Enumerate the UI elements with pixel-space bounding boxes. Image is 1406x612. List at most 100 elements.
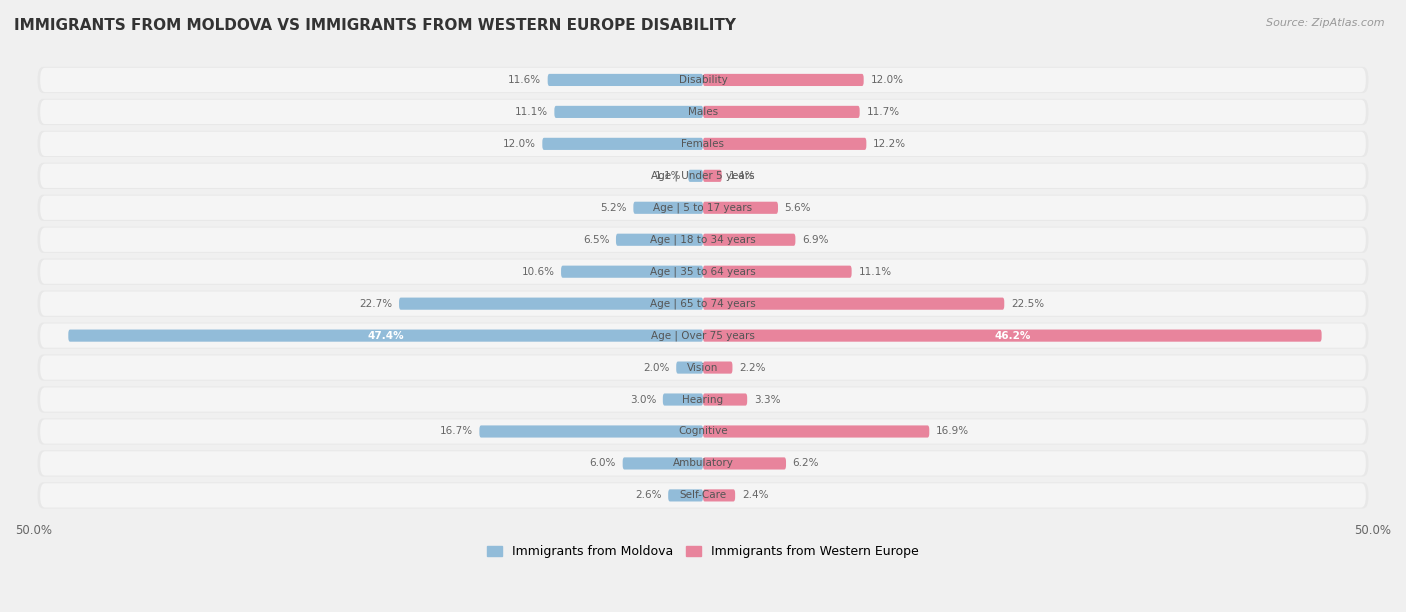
FancyBboxPatch shape — [38, 67, 1368, 93]
FancyBboxPatch shape — [689, 170, 703, 182]
FancyBboxPatch shape — [38, 450, 1368, 477]
Text: 5.2%: 5.2% — [600, 203, 627, 213]
FancyBboxPatch shape — [38, 354, 1368, 381]
FancyBboxPatch shape — [69, 329, 703, 341]
Text: 2.0%: 2.0% — [643, 362, 669, 373]
FancyBboxPatch shape — [41, 356, 1365, 379]
FancyBboxPatch shape — [38, 99, 1368, 125]
Text: Source: ZipAtlas.com: Source: ZipAtlas.com — [1267, 18, 1385, 28]
Text: 2.2%: 2.2% — [740, 362, 766, 373]
Text: 16.9%: 16.9% — [936, 427, 969, 436]
FancyBboxPatch shape — [623, 457, 703, 469]
Text: Self-Care: Self-Care — [679, 490, 727, 501]
FancyBboxPatch shape — [41, 387, 1365, 412]
Text: 11.1%: 11.1% — [858, 267, 891, 277]
FancyBboxPatch shape — [41, 196, 1365, 220]
FancyBboxPatch shape — [479, 425, 703, 438]
FancyBboxPatch shape — [703, 74, 863, 86]
FancyBboxPatch shape — [41, 483, 1365, 507]
FancyBboxPatch shape — [41, 163, 1365, 188]
Text: 11.7%: 11.7% — [866, 107, 900, 117]
Text: 12.0%: 12.0% — [502, 139, 536, 149]
FancyBboxPatch shape — [554, 106, 703, 118]
Text: Vision: Vision — [688, 362, 718, 373]
FancyBboxPatch shape — [548, 74, 703, 86]
Text: 46.2%: 46.2% — [994, 330, 1031, 341]
FancyBboxPatch shape — [543, 138, 703, 150]
Text: 50.0%: 50.0% — [15, 524, 52, 537]
Text: Females: Females — [682, 139, 724, 149]
FancyBboxPatch shape — [703, 170, 721, 182]
FancyBboxPatch shape — [703, 329, 1322, 341]
FancyBboxPatch shape — [38, 419, 1368, 444]
Text: Age | Under 5 years: Age | Under 5 years — [651, 171, 755, 181]
Text: 50.0%: 50.0% — [1354, 524, 1391, 537]
Text: Males: Males — [688, 107, 718, 117]
Text: 2.6%: 2.6% — [636, 490, 661, 501]
FancyBboxPatch shape — [41, 100, 1365, 124]
FancyBboxPatch shape — [703, 297, 1004, 310]
Text: Ambulatory: Ambulatory — [672, 458, 734, 468]
FancyBboxPatch shape — [38, 386, 1368, 412]
Text: 6.0%: 6.0% — [589, 458, 616, 468]
Text: 47.4%: 47.4% — [367, 330, 404, 341]
Text: 1.1%: 1.1% — [655, 171, 682, 181]
FancyBboxPatch shape — [703, 234, 796, 246]
FancyBboxPatch shape — [616, 234, 703, 246]
FancyBboxPatch shape — [41, 68, 1365, 92]
FancyBboxPatch shape — [703, 106, 859, 118]
Text: Age | Over 75 years: Age | Over 75 years — [651, 330, 755, 341]
FancyBboxPatch shape — [41, 419, 1365, 444]
FancyBboxPatch shape — [399, 297, 703, 310]
FancyBboxPatch shape — [703, 490, 735, 501]
FancyBboxPatch shape — [41, 132, 1365, 156]
FancyBboxPatch shape — [703, 202, 778, 214]
Text: 12.2%: 12.2% — [873, 139, 907, 149]
FancyBboxPatch shape — [703, 266, 852, 278]
FancyBboxPatch shape — [561, 266, 703, 278]
FancyBboxPatch shape — [703, 457, 786, 469]
FancyBboxPatch shape — [38, 226, 1368, 253]
Text: Age | 5 to 17 years: Age | 5 to 17 years — [654, 203, 752, 213]
FancyBboxPatch shape — [38, 482, 1368, 509]
FancyBboxPatch shape — [668, 490, 703, 501]
Text: 6.9%: 6.9% — [801, 235, 828, 245]
Text: 3.0%: 3.0% — [630, 395, 657, 405]
Text: 10.6%: 10.6% — [522, 267, 554, 277]
FancyBboxPatch shape — [38, 259, 1368, 285]
Legend: Immigrants from Moldova, Immigrants from Western Europe: Immigrants from Moldova, Immigrants from… — [482, 540, 924, 563]
FancyBboxPatch shape — [41, 259, 1365, 284]
Text: Age | 18 to 34 years: Age | 18 to 34 years — [650, 234, 756, 245]
FancyBboxPatch shape — [703, 362, 733, 374]
Text: 5.6%: 5.6% — [785, 203, 811, 213]
FancyBboxPatch shape — [38, 131, 1368, 157]
Text: 1.4%: 1.4% — [728, 171, 755, 181]
FancyBboxPatch shape — [38, 291, 1368, 317]
Text: 22.7%: 22.7% — [359, 299, 392, 308]
FancyBboxPatch shape — [41, 291, 1365, 316]
FancyBboxPatch shape — [41, 228, 1365, 252]
Text: 11.6%: 11.6% — [508, 75, 541, 85]
Text: 2.4%: 2.4% — [742, 490, 768, 501]
FancyBboxPatch shape — [703, 394, 747, 406]
FancyBboxPatch shape — [38, 323, 1368, 349]
Text: 12.0%: 12.0% — [870, 75, 904, 85]
FancyBboxPatch shape — [703, 138, 866, 150]
Text: Age | 35 to 64 years: Age | 35 to 64 years — [650, 266, 756, 277]
Text: 16.7%: 16.7% — [440, 427, 472, 436]
FancyBboxPatch shape — [676, 362, 703, 374]
Text: 3.3%: 3.3% — [754, 395, 780, 405]
Text: 22.5%: 22.5% — [1011, 299, 1045, 308]
Text: 6.5%: 6.5% — [582, 235, 609, 245]
Text: Disability: Disability — [679, 75, 727, 85]
FancyBboxPatch shape — [41, 451, 1365, 476]
Text: 6.2%: 6.2% — [793, 458, 820, 468]
FancyBboxPatch shape — [662, 394, 703, 406]
FancyBboxPatch shape — [633, 202, 703, 214]
FancyBboxPatch shape — [41, 324, 1365, 348]
Text: Hearing: Hearing — [682, 395, 724, 405]
FancyBboxPatch shape — [38, 163, 1368, 189]
FancyBboxPatch shape — [703, 425, 929, 438]
Text: Age | 65 to 74 years: Age | 65 to 74 years — [650, 299, 756, 309]
Text: 11.1%: 11.1% — [515, 107, 548, 117]
